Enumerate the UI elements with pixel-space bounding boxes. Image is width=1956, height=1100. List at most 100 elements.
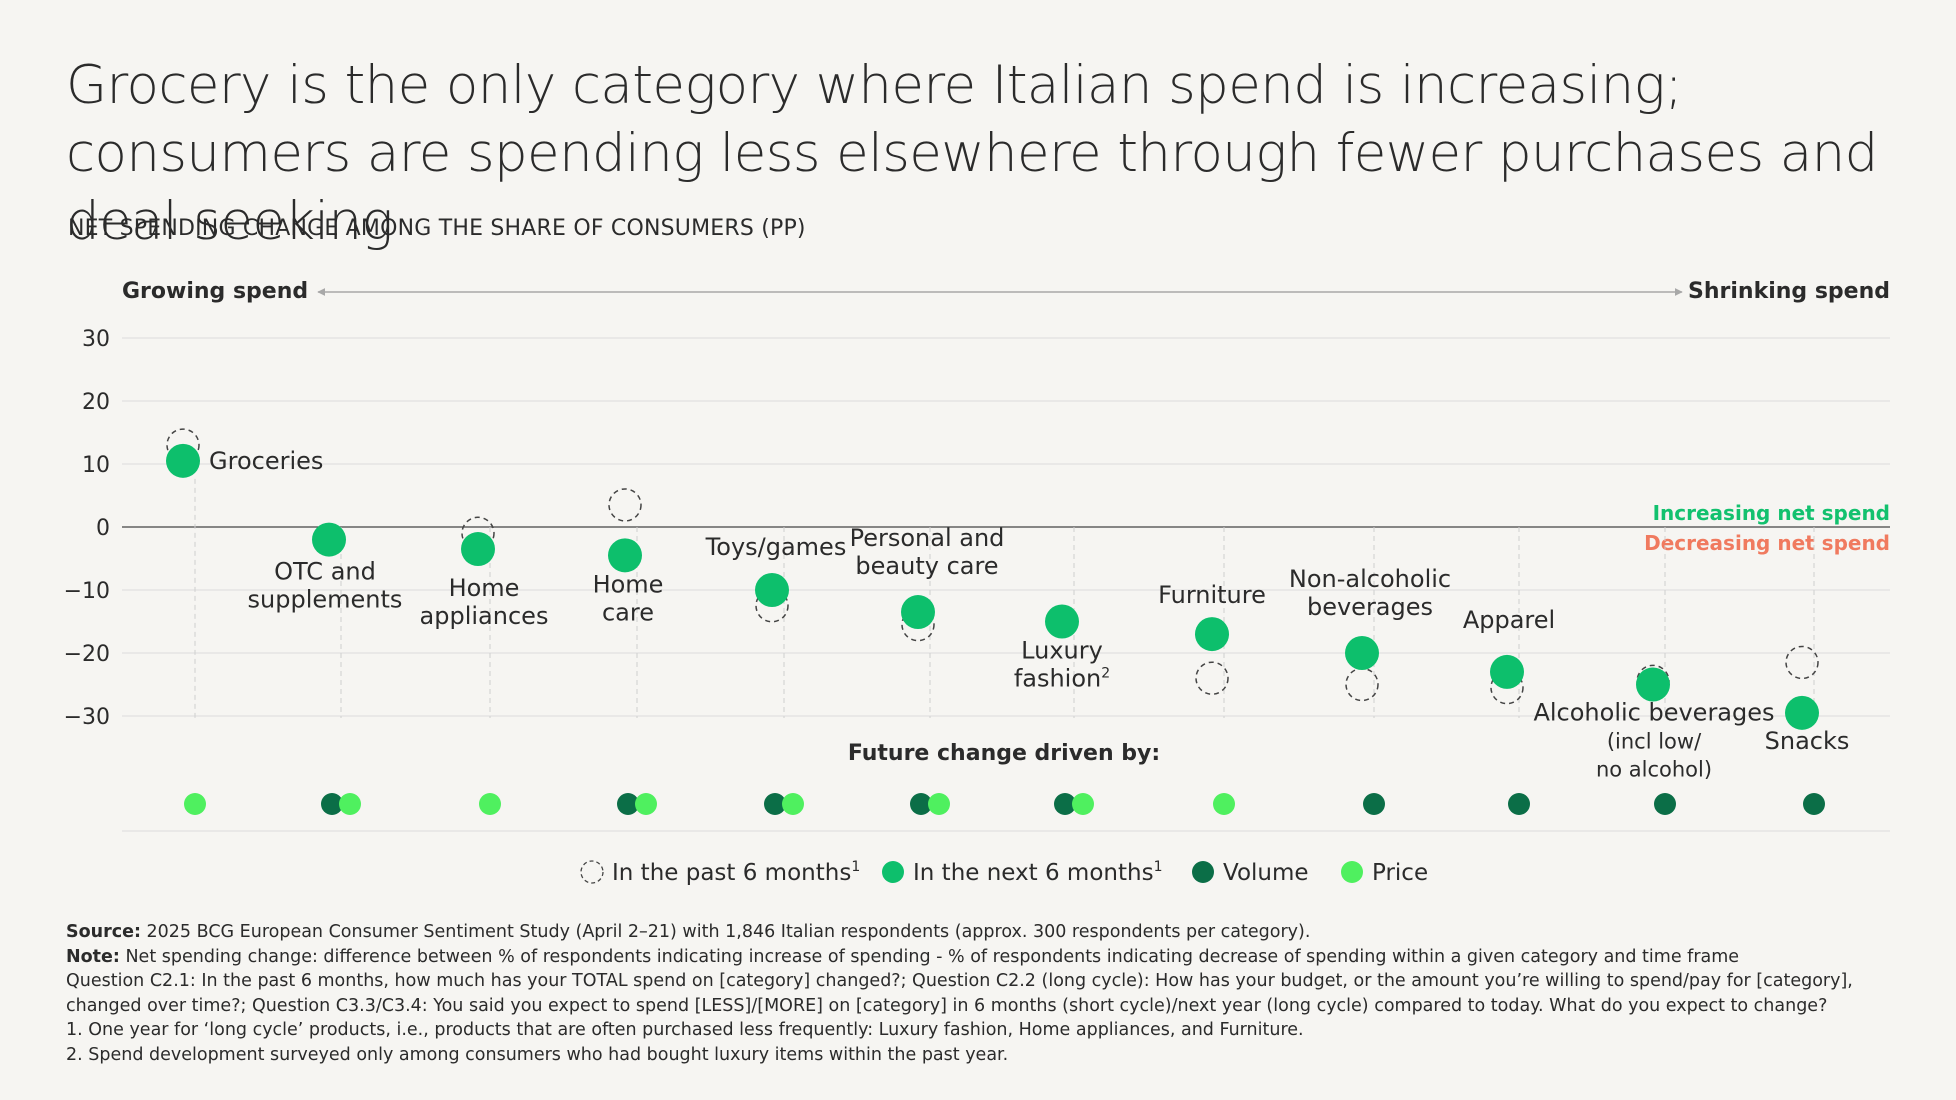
- next-point: [608, 538, 642, 573]
- y-tick-label: −30: [64, 705, 110, 730]
- category-label-line: Groceries: [209, 447, 323, 475]
- chart-title: Grocery is the only category where Itali…: [66, 55, 1878, 252]
- next-point: [1785, 695, 1819, 730]
- category-label-line: Home: [593, 570, 664, 598]
- category-label: Groceries: [209, 447, 323, 475]
- legend-label: In the past 6 months1: [612, 859, 860, 886]
- next-point: [312, 522, 346, 557]
- past-point: [1195, 661, 1229, 695]
- past-point: [1345, 667, 1379, 702]
- y-tick-label: 0: [96, 516, 110, 541]
- volume-driver-dot: [617, 793, 639, 815]
- y-tick-label: 20: [82, 390, 110, 415]
- category-label-line: Non-alcoholic: [1289, 565, 1451, 593]
- footnotes: Source: 2025 BCG European Consumer Senti…: [66, 920, 1896, 1067]
- legend-label-sup: 1: [1154, 859, 1163, 875]
- legend-label: Price: [1372, 860, 1428, 886]
- legend-label: In the next 6 months1: [913, 859, 1163, 886]
- next-point: [901, 595, 935, 630]
- category-label-line: Luxury: [1021, 637, 1103, 665]
- note-label: Note:: [66, 946, 120, 967]
- volume-driver-dot: [1508, 793, 1530, 815]
- note-line: Note: Net spending change: difference be…: [66, 945, 1896, 970]
- source-text: 2025 BCG European Consumer Sentiment Stu…: [140, 922, 1311, 942]
- legend-label-text: Volume: [1223, 860, 1309, 886]
- category-label-line: Alcoholic beverages: [1533, 699, 1774, 727]
- category-label-line: Home: [449, 574, 520, 602]
- category-label-sup: 2: [1101, 666, 1110, 682]
- next-point: [1636, 667, 1670, 702]
- legend-label: Volume: [1223, 860, 1309, 886]
- shrinking-spend-label: Shrinking spend: [1688, 279, 1890, 304]
- volume-driver-dot: [910, 793, 932, 815]
- growing-spend-label: Growing spend: [122, 279, 308, 304]
- next-point: [755, 573, 789, 607]
- category-label: Snacks: [1765, 727, 1850, 755]
- y-tick-label: −20: [64, 642, 110, 667]
- next-point: [166, 443, 200, 478]
- volume-driver-dot: [1654, 793, 1676, 815]
- price-driver-dot: [928, 793, 950, 815]
- category-label-line: Furniture: [1158, 581, 1266, 609]
- category-label-line: no alcohol): [1596, 758, 1712, 782]
- next-point: [461, 532, 495, 567]
- past-point: [461, 516, 495, 551]
- price-driver-dot: [1072, 793, 1094, 815]
- legend-past-swatch: [580, 860, 604, 884]
- category-label: Luxury fashion2: [1014, 637, 1110, 693]
- category-label-line: OTC and: [274, 558, 376, 586]
- category-label-line: appliances: [420, 602, 549, 630]
- category-label-line: (incl low/: [1607, 730, 1702, 754]
- next-point: [1045, 604, 1079, 639]
- volume-driver-dot: [1803, 793, 1825, 815]
- price-driver-dot: [479, 793, 501, 815]
- category-label: Non-alcoholic beverages: [1289, 565, 1451, 621]
- category-label: Personal and beauty care: [850, 524, 1005, 580]
- category-label: Furniture: [1158, 581, 1266, 609]
- note-text: Net spending change: difference between …: [119, 946, 1740, 967]
- category-label-line: beverages: [1307, 593, 1433, 621]
- price-driver-dot: [782, 793, 804, 815]
- price-driver-dot: [339, 793, 361, 815]
- category-label-line: Snacks: [1765, 727, 1850, 755]
- past-point: [166, 428, 200, 462]
- price-driver-dot: [1213, 793, 1235, 815]
- category-label-line: Apparel: [1463, 606, 1555, 634]
- category-label-line: care: [602, 598, 654, 626]
- category-label-line: Personal and: [850, 524, 1005, 552]
- category-label: Apparel: [1463, 606, 1555, 634]
- legend-label-text: In the past 6 months: [612, 860, 851, 886]
- category-label: Alcoholic beverages (incl low/no alcohol): [1533, 699, 1774, 782]
- past-point: [608, 488, 642, 522]
- y-tick-label: 30: [82, 327, 110, 352]
- increasing-net-spend-label: Increasing net spend: [1653, 501, 1890, 525]
- category-label: Home appliances: [420, 574, 549, 630]
- legend-volume-swatch: [1192, 861, 1214, 883]
- category-label-line: Toys/games: [705, 533, 847, 561]
- category-label: Toys/games: [705, 533, 847, 561]
- price-driver-dot: [184, 793, 206, 815]
- next-point: [1345, 636, 1379, 670]
- category-label: Home care: [593, 570, 664, 626]
- decreasing-net-spend-label: Decreasing net spend: [1644, 531, 1890, 555]
- legend-label-text: Price: [1372, 860, 1428, 886]
- volume-driver-dot: [764, 793, 786, 815]
- drivers-title: Future change driven by:: [848, 741, 1160, 766]
- category-label-line: fashion: [1014, 665, 1101, 693]
- chart: 30 20 10 0 −10 −20 −30 Growing spend Shrinking …: [64, 279, 1890, 886]
- category-label: OTC and supplements: [248, 558, 403, 614]
- footnote-2: 2. Spend development surveyed only among…: [66, 1044, 1009, 1065]
- legend-price-swatch: [1341, 861, 1363, 883]
- legend-label-text: In the next 6 months: [913, 860, 1154, 886]
- chart-subtitle: NET SPENDING CHANGE AMONG THE SHARE OF C…: [68, 216, 806, 241]
- volume-driver-dot: [1054, 793, 1076, 815]
- legend-label-sup: 1: [851, 859, 860, 875]
- footnote-1: 1. One year for ‘long cycle’ products, i…: [66, 1020, 1304, 1040]
- question-text: Question C2.1: In the past 6 months, how…: [66, 971, 1853, 1016]
- legend-next-swatch: [882, 861, 904, 883]
- price-driver-dot: [635, 793, 657, 815]
- past-point: [1785, 645, 1819, 680]
- category-label-line: beauty care: [855, 552, 998, 580]
- y-tick-label: 10: [82, 453, 110, 478]
- volume-driver-dot: [321, 793, 343, 815]
